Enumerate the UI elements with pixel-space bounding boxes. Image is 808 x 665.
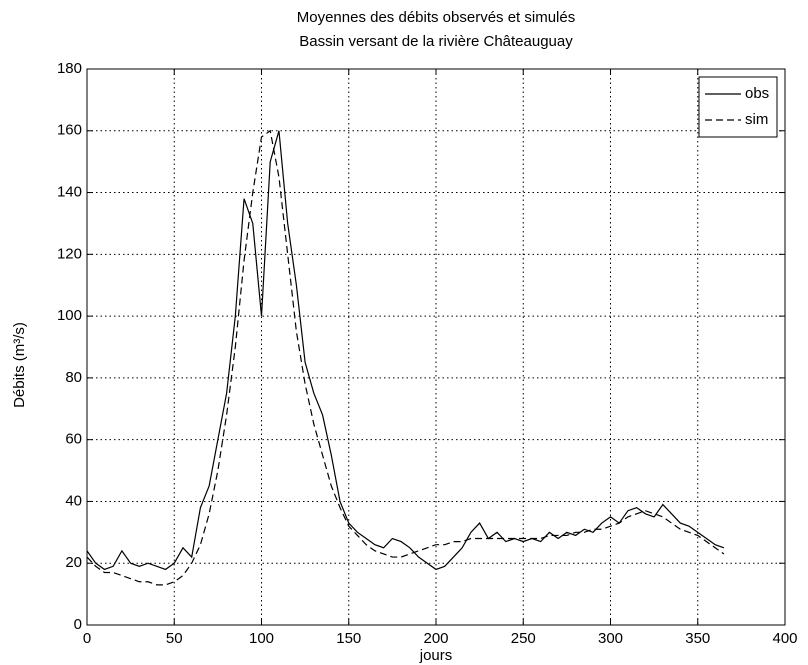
x-tick-label: 50 [166,630,183,647]
y-tick-label: 20 [65,554,82,571]
chart-subtitle: Bassin versant de la rivière Châteauguay [299,33,573,50]
x-tick-label: 300 [598,630,623,647]
x-tick-label: 200 [423,630,448,647]
x-tick-label: 0 [83,630,91,647]
x-axis-label: jours [419,647,453,664]
plot-frame [86,68,786,626]
y-tick-label: 60 [65,431,82,448]
x-tick-label: 350 [685,630,710,647]
x-tick-label: 150 [336,630,361,647]
y-tick-label: 120 [57,245,82,262]
x-tick-label: 400 [772,630,797,647]
y-tick-label: 100 [57,307,82,324]
y-tick-label: 80 [65,369,82,386]
data-line [86,130,725,571]
y-tick-label: 0 [74,616,82,633]
chart-title: Moyennes des débits observés et simulés [297,9,575,26]
y-tick-label: 140 [57,184,82,201]
data-line [86,129,725,586]
y-tick-label: 160 [57,122,82,139]
x-tick-label: 100 [249,630,274,647]
y-tick-label: 180 [57,60,82,77]
legend-label: sim [745,111,768,128]
legend-box [698,76,778,138]
y-axis-label: Débits (m³/s) [11,322,28,408]
x-tick-label: 250 [511,630,536,647]
legend-label: obs [745,85,769,102]
y-tick-label: 40 [65,492,82,509]
